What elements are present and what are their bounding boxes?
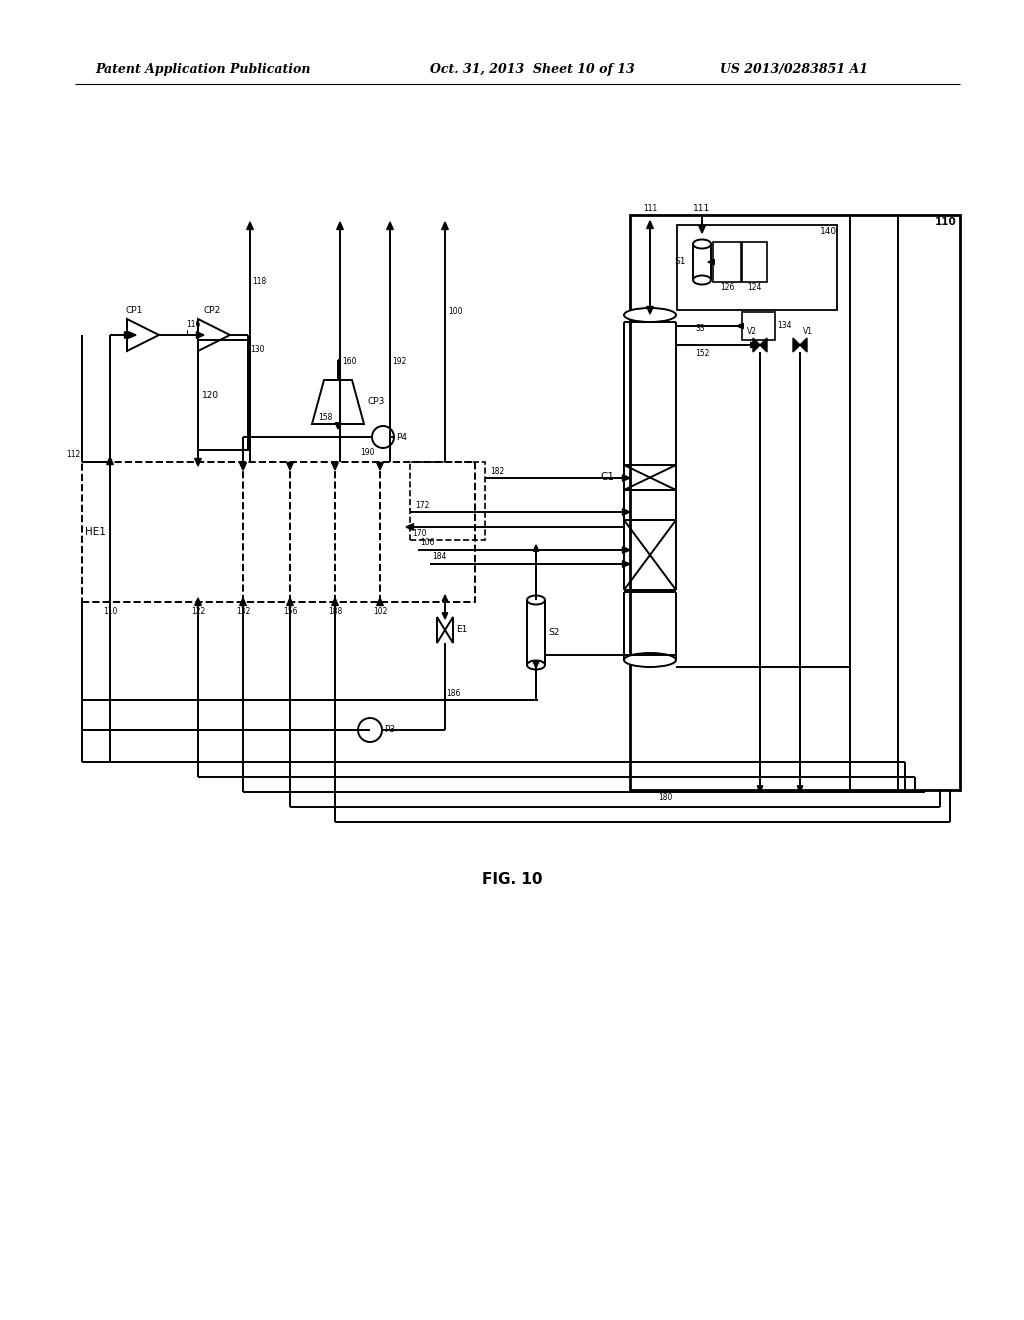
Text: 156: 156	[283, 607, 297, 616]
Text: 132: 132	[236, 607, 250, 616]
Text: 188: 188	[328, 607, 342, 616]
Polygon shape	[240, 462, 247, 470]
Text: 106: 106	[420, 539, 434, 546]
Polygon shape	[798, 785, 803, 792]
Text: 160: 160	[342, 358, 356, 367]
Text: 110: 110	[935, 216, 957, 227]
Polygon shape	[737, 323, 743, 329]
Text: 110: 110	[102, 607, 117, 616]
Polygon shape	[758, 785, 763, 792]
Bar	[713, 242, 741, 282]
Text: 111: 111	[643, 205, 657, 213]
Text: FIG. 10: FIG. 10	[481, 873, 543, 887]
Bar	[742, 312, 775, 341]
Polygon shape	[125, 331, 132, 338]
Polygon shape	[106, 457, 114, 465]
Text: 170: 170	[412, 529, 427, 539]
Bar	[198, 341, 248, 450]
Text: C1: C1	[600, 473, 614, 483]
Bar	[630, 215, 961, 789]
Polygon shape	[240, 598, 247, 606]
Polygon shape	[195, 598, 202, 606]
Text: 140: 140	[820, 227, 837, 236]
Text: 102: 102	[373, 607, 387, 616]
Polygon shape	[441, 222, 449, 230]
Text: 130: 130	[250, 345, 264, 354]
Polygon shape	[332, 598, 338, 606]
Text: Patent Application Publication: Patent Application Publication	[95, 63, 310, 77]
Text: US 2013/0283851 A1: US 2013/0283851 A1	[720, 63, 868, 77]
Text: 112: 112	[66, 450, 80, 459]
Ellipse shape	[624, 653, 676, 667]
Text: 158: 158	[318, 413, 333, 422]
Text: 152: 152	[695, 348, 710, 358]
Text: 122: 122	[190, 607, 205, 616]
Bar	[82, 462, 475, 602]
Ellipse shape	[527, 660, 545, 669]
Polygon shape	[793, 338, 807, 352]
Polygon shape	[623, 508, 630, 515]
Polygon shape	[647, 220, 653, 228]
Bar	[410, 462, 485, 540]
Polygon shape	[623, 546, 630, 553]
Polygon shape	[753, 338, 767, 352]
Text: 172: 172	[415, 502, 429, 510]
Polygon shape	[623, 475, 630, 482]
Polygon shape	[442, 595, 447, 601]
Text: 186: 186	[445, 689, 460, 698]
Polygon shape	[247, 222, 253, 230]
Polygon shape	[442, 612, 447, 619]
Polygon shape	[377, 598, 383, 606]
Text: 124: 124	[748, 282, 762, 292]
Text: 111: 111	[693, 205, 711, 213]
Text: 184: 184	[432, 552, 446, 561]
Polygon shape	[377, 462, 383, 470]
Polygon shape	[406, 524, 414, 531]
Text: P4: P4	[396, 433, 407, 441]
Polygon shape	[751, 342, 757, 347]
Polygon shape	[708, 259, 715, 265]
Text: P3: P3	[384, 726, 395, 734]
Text: HE1: HE1	[85, 527, 105, 537]
Text: 192: 192	[392, 358, 407, 367]
Bar	[742, 242, 767, 282]
Bar	[677, 224, 837, 310]
Polygon shape	[128, 331, 136, 338]
Polygon shape	[337, 222, 343, 230]
Polygon shape	[195, 458, 202, 466]
Text: V1: V1	[803, 327, 813, 337]
Text: Oct. 31, 2013  Sheet 10 of 13: Oct. 31, 2013 Sheet 10 of 13	[430, 63, 635, 77]
Polygon shape	[534, 545, 539, 552]
Polygon shape	[623, 561, 630, 568]
Text: CP3: CP3	[367, 397, 384, 407]
Polygon shape	[332, 462, 338, 470]
Text: 134: 134	[777, 322, 792, 330]
Text: CP1: CP1	[126, 306, 143, 315]
Ellipse shape	[693, 276, 711, 285]
Text: CP2: CP2	[203, 306, 220, 315]
Polygon shape	[197, 331, 204, 338]
Text: 118: 118	[252, 277, 266, 286]
Polygon shape	[240, 462, 247, 470]
Text: 100: 100	[449, 308, 463, 317]
Text: V2: V2	[746, 327, 757, 337]
Polygon shape	[534, 661, 539, 668]
Polygon shape	[287, 462, 293, 470]
Text: E1: E1	[456, 626, 467, 635]
Polygon shape	[698, 226, 706, 234]
Polygon shape	[387, 222, 393, 230]
Polygon shape	[335, 422, 341, 429]
Text: 190: 190	[360, 447, 375, 457]
Text: 182: 182	[490, 467, 504, 477]
Ellipse shape	[624, 308, 676, 322]
Text: 126: 126	[720, 282, 734, 292]
Text: S2: S2	[548, 628, 559, 638]
Text: 120: 120	[202, 391, 219, 400]
Text: S3: S3	[695, 323, 705, 333]
Polygon shape	[287, 598, 293, 606]
Text: 180: 180	[658, 793, 673, 803]
Polygon shape	[647, 306, 653, 314]
Text: S1: S1	[675, 257, 686, 267]
Text: 116: 116	[186, 319, 201, 329]
